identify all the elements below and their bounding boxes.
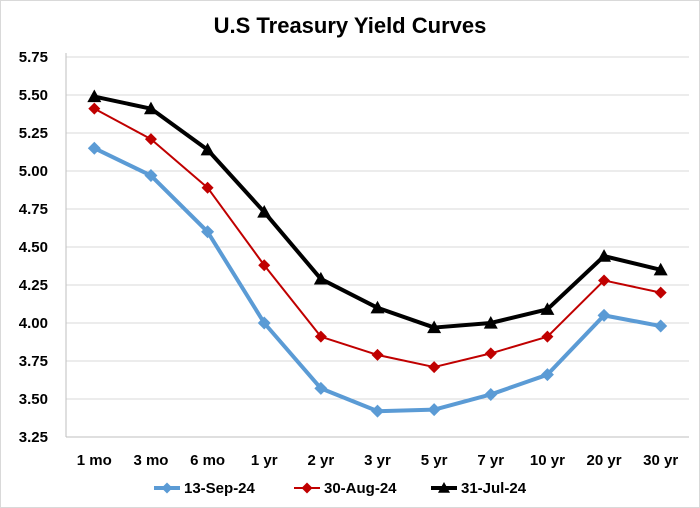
data-point [597, 308, 611, 322]
legend-label: 30-Aug-24 [324, 480, 397, 497]
y-tick-label: 5.25 [19, 125, 48, 142]
y-tick-label: 4.25 [19, 277, 48, 294]
data-point [87, 89, 102, 103]
legend-item: 30-Aug-24 [294, 480, 397, 497]
y-tick-label: 4.50 [19, 239, 48, 256]
data-point [654, 319, 668, 333]
legend-label: 31-Jul-24 [461, 480, 527, 497]
series-line [93, 107, 662, 369]
y-tick-label: 5.50 [19, 87, 48, 104]
data-point [371, 348, 384, 361]
y-tick-label: 4.75 [19, 201, 48, 218]
legend-label: 13-Sep-24 [184, 480, 256, 497]
x-tick-label: 1 yr [251, 452, 278, 469]
data-point [313, 271, 328, 285]
series-group [87, 89, 668, 418]
data-point [427, 320, 442, 334]
data-point [201, 225, 215, 239]
chart-title: U.S Treasury Yield Curves [214, 13, 487, 38]
data-point [143, 101, 158, 115]
series-line [92, 94, 663, 330]
x-tick-label: 5 yr [421, 452, 448, 469]
data-point [484, 387, 498, 401]
y-tick-label: 5.75 [19, 49, 48, 66]
data-point [200, 142, 215, 156]
x-tick-label: 2 yr [308, 452, 335, 469]
y-axis-ticks: 3.25 3.50 3.75 4.00 4.25 4.50 4.75 5.00 5.25 5.50… [19, 49, 48, 446]
x-tick-label: 3 mo [133, 452, 168, 469]
data-point [654, 286, 667, 299]
data-point [428, 361, 441, 374]
y-tick-label: 4.00 [19, 315, 48, 332]
y-tick-label: 3.25 [19, 429, 48, 446]
data-point [597, 249, 612, 262]
y-tick-label: 3.50 [19, 391, 48, 408]
data-point [314, 330, 327, 343]
data-point [598, 274, 611, 287]
legend-item: 13-Sep-24 [154, 480, 256, 497]
data-point [144, 133, 157, 146]
x-tick-label: 6 mo [190, 452, 225, 469]
series-13-Sep-24 [87, 141, 668, 418]
data-point [371, 404, 384, 418]
diamond-marker-icon [301, 482, 313, 494]
data-point [87, 141, 101, 155]
x-tick-label: 10 yr [530, 452, 565, 469]
data-point [314, 381, 328, 395]
data-point [88, 102, 101, 115]
data-point [540, 368, 554, 382]
diamond-marker-icon [161, 482, 173, 494]
legend-item: 31-Jul-24 [431, 480, 527, 497]
data-point [540, 302, 555, 315]
y-tick-label: 3.75 [19, 353, 48, 370]
y-tick-label: 5.00 [19, 163, 48, 180]
series-line [92, 146, 663, 414]
x-axis-ticks: 1 mo 3 mo 6 mo 1 yr 2 yr 3 yr 5 yr 7 yr 10 yr 20 … [77, 452, 679, 469]
series-30-Aug-24 [88, 102, 667, 374]
data-point [484, 347, 497, 360]
triangle-marker-icon [438, 482, 450, 493]
data-point [653, 262, 668, 276]
data-point [427, 403, 441, 417]
data-point [144, 169, 158, 183]
x-tick-label: 20 yr [587, 452, 622, 469]
data-point [483, 316, 498, 329]
x-tick-label: 7 yr [477, 452, 504, 469]
data-point [541, 330, 554, 343]
data-point [370, 300, 385, 314]
axes [65, 53, 689, 438]
x-tick-label: 1 mo [77, 452, 112, 469]
data-point [257, 205, 272, 218]
legend: 13-Sep-24 30-Aug-24 31-Jul-24 [154, 480, 527, 497]
x-tick-label: 3 yr [364, 452, 391, 469]
data-point [257, 316, 271, 330]
gridlines [66, 56, 689, 400]
x-tick-label: 30 yr [643, 452, 678, 469]
series-31-Jul-24 [87, 89, 668, 334]
data-point [258, 259, 271, 272]
data-point [201, 181, 214, 194]
